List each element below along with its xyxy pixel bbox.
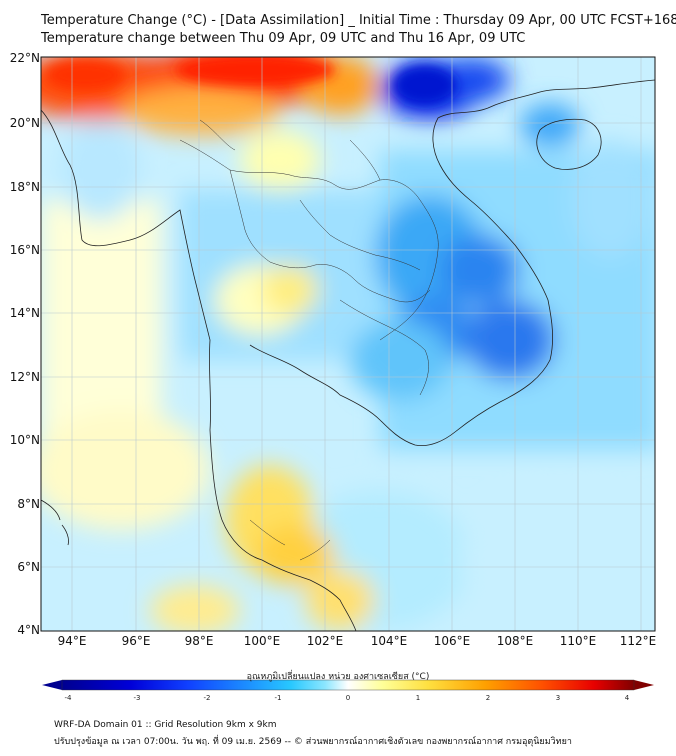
lon-label: 96°E: [121, 634, 151, 648]
lon-label: 108°E: [496, 634, 534, 648]
colorbar-title: อุณหภูมิเปลี่ยนแปลง หน่วย องศาเซลเซียส (…: [246, 672, 430, 682]
lat-label: 4°N: [17, 623, 40, 637]
lat-label: 8°N: [17, 497, 40, 511]
colorbar-tick: 4: [624, 694, 630, 702]
colorbar: [62, 680, 634, 690]
colorbar-outline: [61, 679, 635, 691]
lon-label: 102°E: [306, 634, 344, 648]
coastlines: [41, 79, 655, 631]
footer-model-info: WRF-DA Domain 01 :: Grid Resolution 9km …: [54, 720, 277, 730]
lat-label: 22°N: [9, 51, 40, 65]
colorbar-tick: -3: [133, 694, 141, 702]
map-title-line2: Temperature change between Thu 09 Apr, 0…: [41, 31, 526, 46]
lat-label: 14°N: [9, 306, 40, 320]
lat-label: 10°N: [9, 433, 40, 447]
map-frame: [40, 56, 656, 632]
lat-label: 16°N: [9, 243, 40, 257]
lon-label: 104°E: [370, 634, 408, 648]
colorbar-tick: 3: [555, 694, 561, 702]
lat-label: 20°N: [9, 116, 40, 130]
lat-label: 18°N: [9, 180, 40, 194]
colorbar-tick: 1: [415, 694, 421, 702]
country-borders: [179, 119, 439, 561]
lon-label: 112°E: [619, 634, 657, 648]
colorbar-tick: -1: [274, 694, 282, 702]
lon-label: 106°E: [433, 634, 471, 648]
colorbar-tick: 0: [345, 694, 351, 702]
lat-label: 6°N: [17, 560, 40, 574]
colorbar-tick: 2: [485, 694, 491, 702]
lon-label: 110°E: [559, 634, 597, 648]
colorbar-low-arrow: [42, 680, 62, 690]
colorbar-tick: -2: [203, 694, 211, 702]
lon-label: 98°E: [184, 634, 214, 648]
colorbar-tick: -4: [64, 694, 72, 702]
lat-lon-grid: [41, 57, 655, 631]
footer-credit: ปรับปรุงข้อมูล ณ เวลา 07:00น. วัน พฤ. ที…: [54, 737, 572, 747]
lat-label: 12°N: [9, 370, 40, 384]
colorbar-high-arrow: [634, 680, 654, 690]
lon-label: 100°E: [243, 634, 281, 648]
temperature-field: [41, 57, 655, 631]
lon-label: 94°E: [57, 634, 87, 648]
map-title-line1: Temperature Change (°C) - [Data Assimila…: [41, 13, 676, 28]
